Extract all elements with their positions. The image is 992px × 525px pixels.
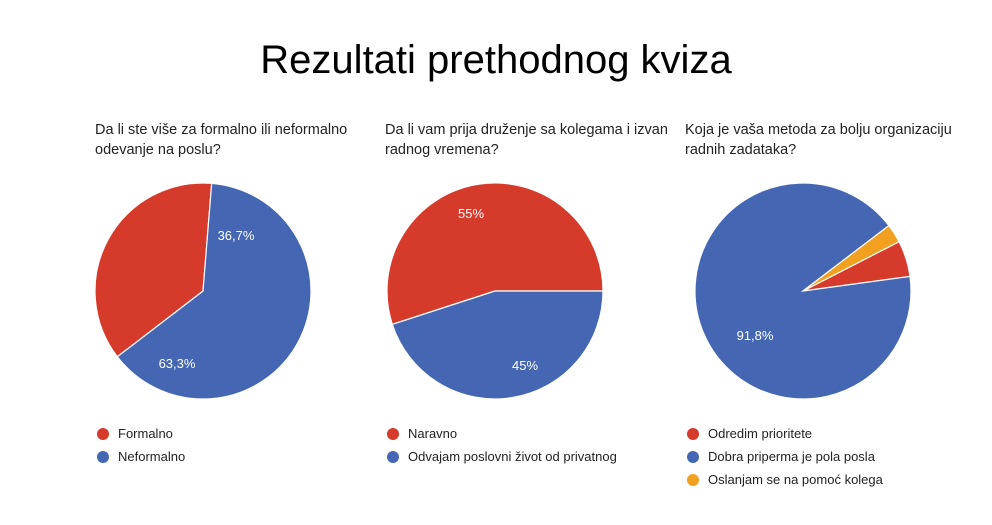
legend-swatch	[687, 473, 699, 486]
chart-panel-organization: Koja je vaša metoda za bolju organizacij…	[685, 120, 985, 520]
legend-swatch	[97, 427, 109, 440]
legend-label: Oslanjam se na pomoć kolega	[708, 472, 883, 487]
chart-legend: Odredim prioritete Dobra priperma je pola…	[685, 422, 985, 491]
pie-chart: 91,8%	[694, 182, 912, 400]
legend-item: Oslanjam se na pomoć kolega	[685, 468, 985, 491]
legend-swatch	[387, 450, 399, 463]
legend-label: Odvajam poslovni život od privatnog	[408, 449, 617, 464]
chart-title: Da li vam prija druženje sa kolegama i i…	[385, 122, 668, 158]
legend-item: Odredim prioritete	[685, 422, 985, 445]
data-label: 55%	[458, 206, 484, 221]
legend-item: Naravno	[385, 422, 685, 445]
chart-legend: Formalno Neformalno	[95, 422, 395, 468]
legend-swatch	[687, 450, 699, 463]
pie-slice	[386, 182, 604, 326]
pie-slice	[802, 224, 900, 292]
pie-chart: 36,7% 63,3%	[95, 182, 312, 400]
pie-chart: 55% 45%	[386, 182, 604, 400]
legend-label: Odredim prioritete	[708, 426, 813, 441]
legend-item: Odvajam poslovni život od privatnog	[385, 445, 685, 468]
data-label: 36,7%	[218, 228, 255, 243]
chart-title: Koja je vaša metoda za bolju organizacij…	[685, 122, 952, 158]
chart-title: Da li ste više za formalno ili neformaln…	[95, 122, 348, 158]
legend-swatch	[687, 427, 699, 440]
legend-item: Formalno	[95, 422, 395, 445]
chart-legend: Naravno Odvajam poslovni život od privatn…	[385, 422, 685, 468]
legend-label: Neformalno	[118, 449, 186, 464]
data-label: 91,8%	[737, 328, 774, 343]
pie-slice	[391, 290, 604, 400]
pie-slice	[95, 182, 213, 358]
legend-label: Naravno	[408, 426, 458, 441]
page-title: Rezultati prethodnog kviza	[260, 38, 732, 82]
legend-item: Neformalno	[95, 445, 395, 468]
pie-slice	[116, 182, 312, 400]
legend-label: Dobra priperma je pola posla	[708, 449, 875, 464]
legend-item: Dobra priperma je pola posla	[685, 445, 985, 468]
legend-swatch	[387, 427, 399, 440]
legend-label: Formalno	[118, 426, 173, 441]
legend-swatch	[97, 450, 109, 463]
chart-panel-attire: Da li ste više za formalno ili neformaln…	[95, 120, 395, 520]
data-label: 63,3%	[159, 356, 196, 371]
data-label: 45%	[512, 358, 538, 373]
chart-panel-socializing: Da li vam prija druženje sa kolegama i i…	[385, 120, 685, 520]
